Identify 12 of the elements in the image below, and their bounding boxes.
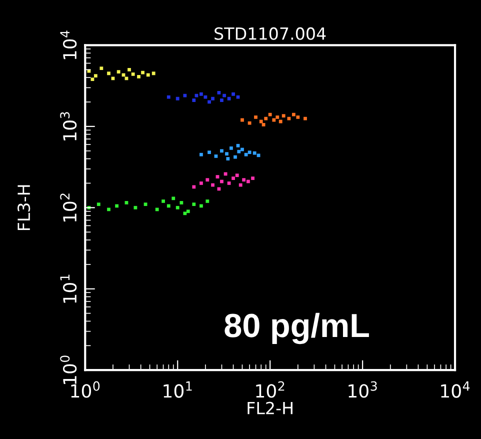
annotation: 80 pg/mL [224, 312, 369, 344]
y-tick-label: 10$^{2}$ [60, 194, 77, 222]
x-tick-label: 10$^{3}$ [348, 381, 377, 398]
y-tick-label: 10$^{4}$ [60, 30, 77, 60]
x-axis-title: FL2-H [248, 402, 292, 414]
y-tick-label: 10$^{3}$ [60, 112, 77, 140]
y-tick-label: 10$^{1}$ [60, 274, 77, 303]
x-tick-label: 10$^{1}$ [164, 381, 192, 398]
y-axis-title: FL3-H [18, 185, 30, 230]
x-tick-label: 10$^{4}$ [441, 381, 470, 398]
x-tick-label: 10$^{2}$ [256, 381, 284, 398]
chart-title: STD1107.004 [214, 27, 326, 40]
